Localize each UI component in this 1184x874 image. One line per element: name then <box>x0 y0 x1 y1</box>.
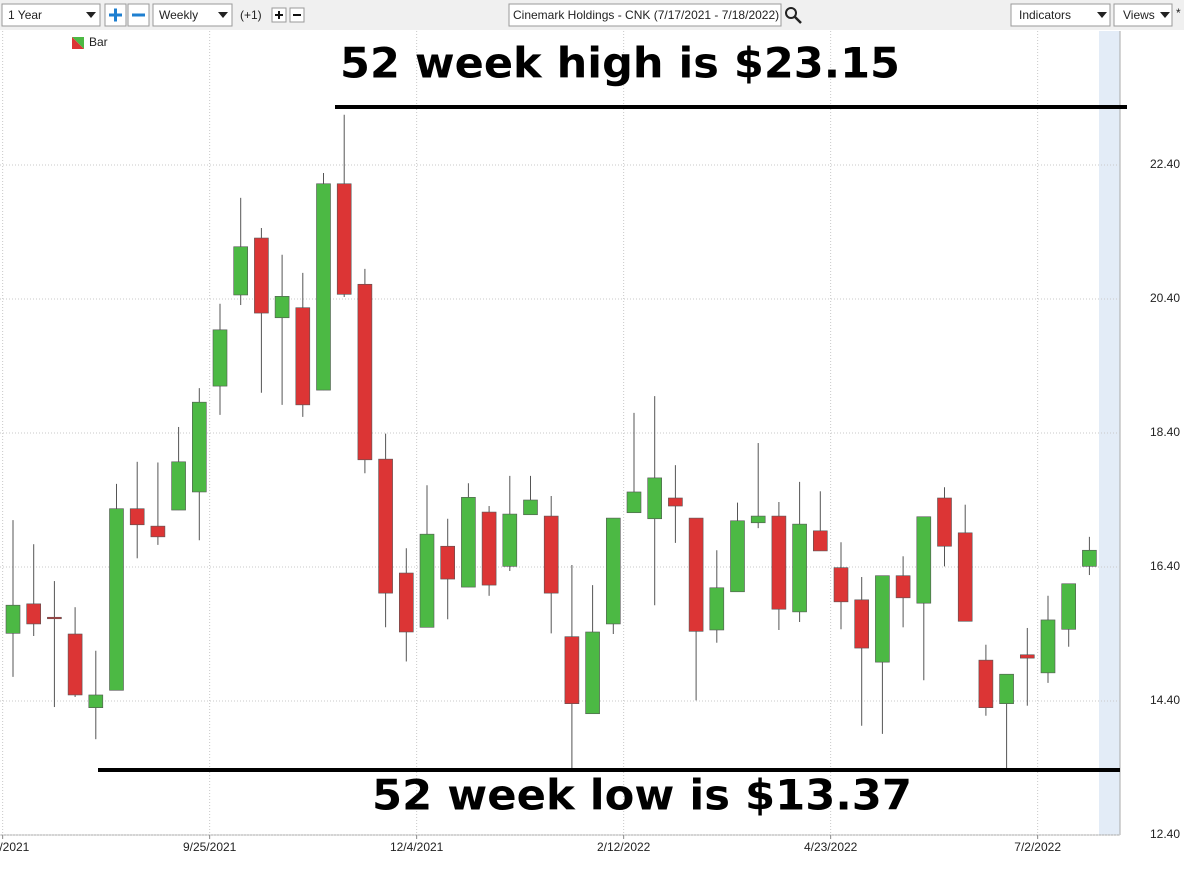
candle-body <box>812 530 828 552</box>
candle-body <box>47 616 62 620</box>
candle-body <box>916 516 932 604</box>
dropdown-arrow <box>1097 12 1107 18</box>
candle-body <box>5 604 21 634</box>
symbol-box[interactable] <box>508 3 782 27</box>
candle-body <box>585 631 600 715</box>
y-tick-label: 14.40 <box>1150 693 1180 707</box>
indicators-select[interactable] <box>1010 3 1111 27</box>
x-tick-label: 7/2/2022 <box>1014 840 1061 854</box>
candle-body <box>316 183 331 391</box>
candle-body <box>771 515 787 610</box>
y-tick-label: 20.40 <box>1150 291 1180 305</box>
views-select[interactable] <box>1113 3 1173 27</box>
x-tick-label: 7/17/2021 <box>0 840 30 854</box>
candle-body <box>357 283 373 461</box>
candle-body <box>398 572 414 633</box>
range-text: 1 Year <box>8 8 42 22</box>
candle-body <box>233 246 248 296</box>
candle-body <box>999 673 1014 704</box>
candle-body <box>67 633 83 696</box>
candle-body <box>295 307 311 406</box>
candle-body <box>730 520 745 593</box>
candle-body <box>171 461 186 511</box>
candle-body <box>336 183 352 295</box>
candle-body <box>668 497 683 507</box>
candle-body <box>709 587 725 631</box>
candle-body <box>192 401 207 493</box>
views-text: Views <box>1123 8 1155 22</box>
modified-flag: * <box>1176 6 1181 20</box>
candle-body <box>26 603 42 625</box>
candle-body <box>543 515 559 594</box>
candle-body <box>875 575 890 663</box>
x-tick-label: 9/25/2021 <box>183 840 237 854</box>
candle-body <box>626 491 642 514</box>
candle-body <box>750 515 766 524</box>
future-area <box>1099 31 1120 835</box>
x-tick-label: 2/12/2022 <box>597 840 651 854</box>
plus-icon <box>275 11 283 19</box>
candle-body <box>254 237 269 314</box>
offset-text: (+1) <box>240 8 262 22</box>
candle-body <box>688 517 704 632</box>
x-tick-label: 12/4/2021 <box>390 840 444 854</box>
candle-body <box>1040 619 1056 674</box>
dropdown-arrow <box>1160 12 1170 18</box>
dropdown-arrow <box>218 12 228 18</box>
candle-body <box>150 525 166 538</box>
y-tick-label: 18.40 <box>1150 425 1180 439</box>
candle-body <box>1082 549 1097 567</box>
annotation: 52 week low is $13.37 <box>372 771 912 820</box>
candle-body <box>647 477 663 520</box>
candle-body <box>1019 654 1035 659</box>
candle-body <box>1061 583 1076 630</box>
y-tick-label: 16.40 <box>1150 559 1180 573</box>
candle-body <box>564 636 580 704</box>
candle-body <box>833 567 849 603</box>
y-tick-label: 12.40 <box>1150 827 1180 841</box>
candle-body <box>481 511 497 586</box>
candle-body <box>854 599 870 649</box>
candle-body <box>109 508 124 691</box>
candle-body <box>212 329 228 387</box>
range-select[interactable] <box>1 3 101 27</box>
search-handle <box>794 16 802 24</box>
candle-body <box>978 659 994 709</box>
candle-body <box>440 545 456 580</box>
interval-text: Weekly <box>159 8 198 22</box>
legend-icon-down <box>72 37 84 49</box>
candle-body <box>378 458 393 594</box>
indicators-text: Indicators <box>1019 8 1071 22</box>
candle-body <box>605 517 621 625</box>
annotation: 52 week high is $23.15 <box>340 39 900 88</box>
candle-body <box>274 296 290 319</box>
dropdown-arrow <box>86 12 96 18</box>
candle-body <box>937 497 952 547</box>
plus-icon <box>109 8 122 22</box>
x-tick-label: 4/23/2022 <box>804 840 858 854</box>
candle-body <box>502 513 518 567</box>
search-icon[interactable] <box>785 7 797 19</box>
candle-body <box>792 523 807 613</box>
candle-body <box>895 575 911 599</box>
legend-label: Bar <box>89 35 108 49</box>
y-tick-label: 22.40 <box>1150 157 1180 171</box>
candle-body <box>88 694 104 708</box>
candle-body <box>129 508 145 526</box>
candle-body <box>461 497 476 588</box>
symbol-text: Cinemark Holdings - CNK (7/17/2021 - 7/1… <box>513 8 779 22</box>
candle-body <box>419 533 435 628</box>
interval-select[interactable] <box>152 3 233 27</box>
candle-body <box>957 532 973 622</box>
candle-body <box>523 499 538 516</box>
